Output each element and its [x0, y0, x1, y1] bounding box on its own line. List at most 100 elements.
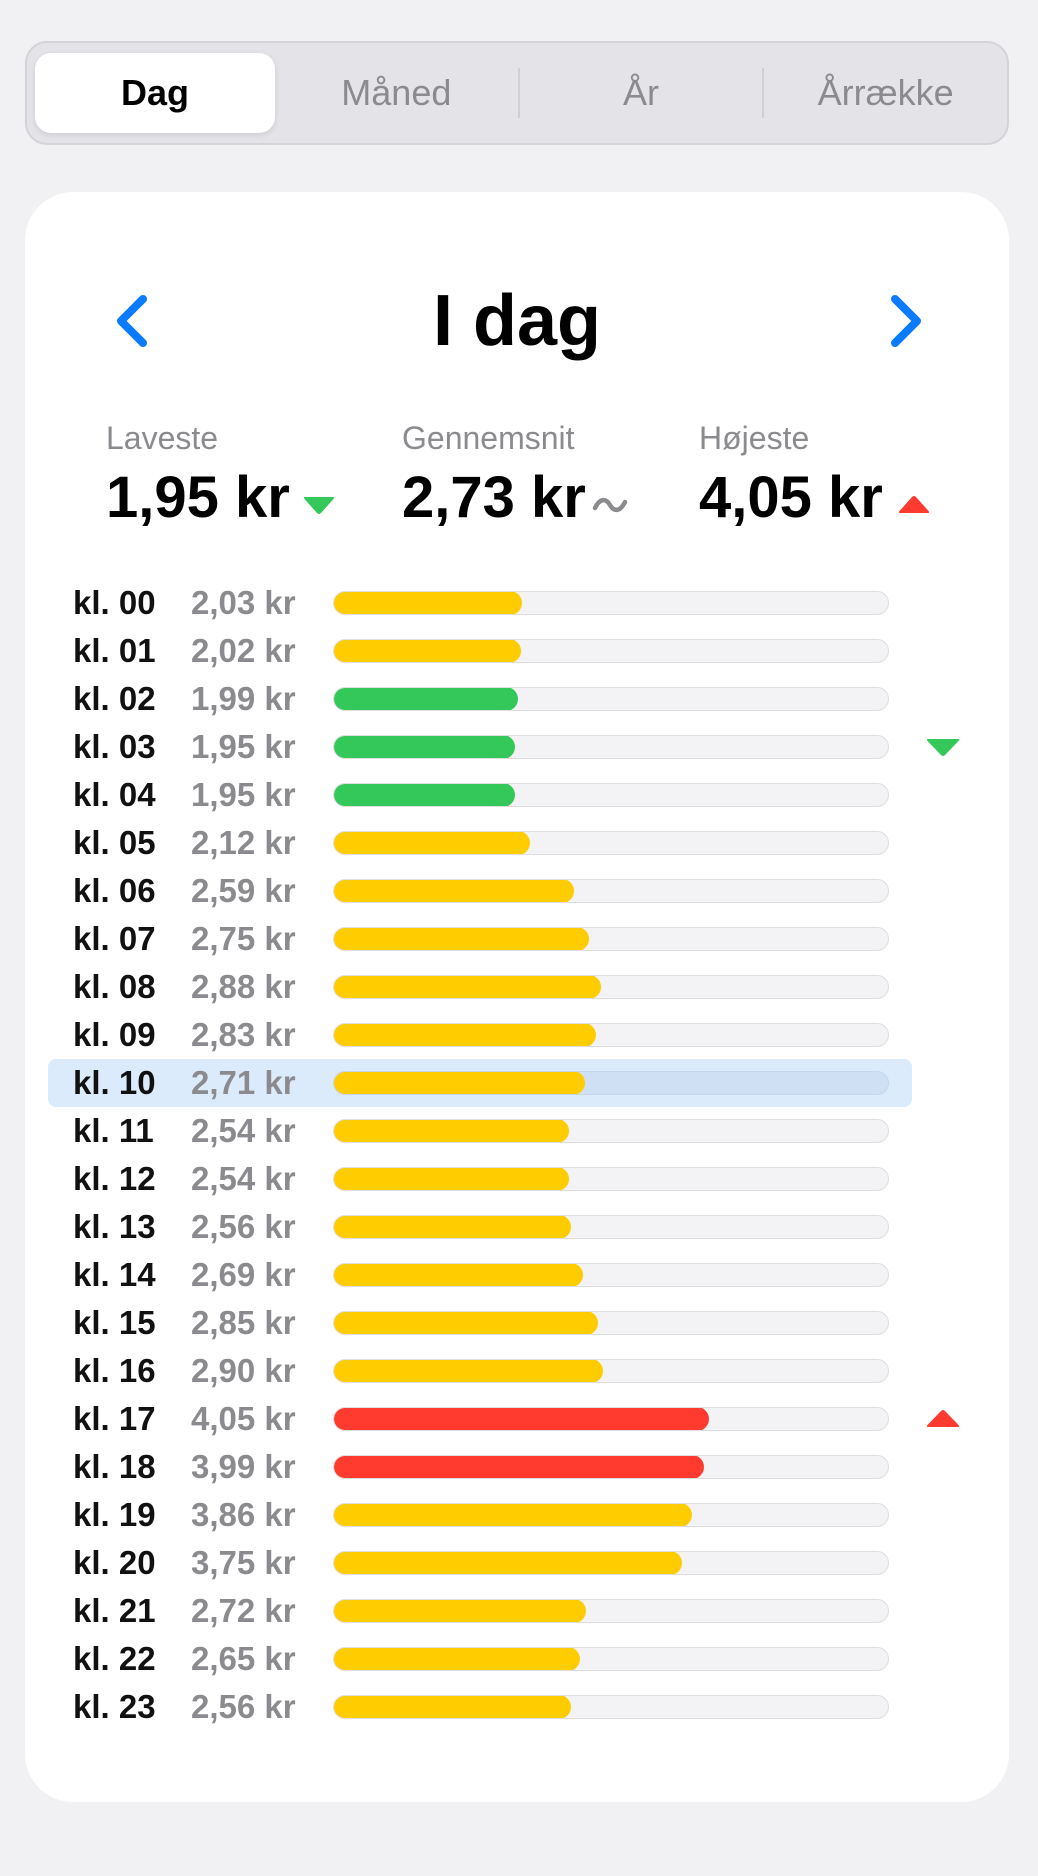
price-bar [334, 1600, 586, 1622]
hour-label: kl. 04 [73, 776, 156, 813]
lowest-label: Laveste [106, 420, 219, 456]
tab-year-range-label: Årrække [817, 72, 954, 113]
hour-label: kl. 10 [73, 1064, 156, 1101]
table-row: kl. 05 2,12 kr [25, 819, 1009, 867]
price-bar-track [333, 831, 889, 855]
table-row: kl. 17 4,05 kr [25, 1395, 1009, 1443]
price-label: 2,69 kr [191, 1256, 296, 1293]
hour-label: kl. 16 [73, 1352, 156, 1389]
price-bar-track [333, 879, 889, 903]
previous-day-button[interactable] [105, 291, 165, 351]
period-segmented-control: Dag Måned År Årrække [25, 41, 1009, 145]
table-row: kl. 00 2,03 kr [25, 579, 1009, 627]
price-bar [334, 1360, 603, 1382]
average-price-stat: Gennemsnit 2,73 kr [402, 418, 628, 538]
price-bar-track [333, 1023, 889, 1047]
table-row: kl. 02 1,99 kr [25, 675, 1009, 723]
table-row: kl. 13 2,56 kr [25, 1203, 1009, 1251]
price-bar [334, 1168, 569, 1190]
chevron-right-icon [891, 295, 921, 347]
price-card: I dag Laveste 1,95 kr Gennemsnit 2,73 kr [25, 192, 1009, 1802]
price-bar [334, 1504, 692, 1526]
price-bar-track [333, 1167, 889, 1191]
price-label: 2,54 kr [191, 1160, 296, 1197]
table-row: kl. 07 2,75 kr [25, 915, 1009, 963]
price-bar [334, 1552, 682, 1574]
price-label: 2,65 kr [191, 1640, 296, 1677]
price-label: 1,95 kr [191, 728, 296, 765]
price-bar [334, 592, 522, 614]
price-label: 2,72 kr [191, 1592, 296, 1629]
price-bar [334, 688, 518, 710]
hour-label: kl. 14 [73, 1256, 156, 1293]
average-label: Gennemsnit [402, 420, 575, 456]
down-triangle-icon [302, 458, 336, 538]
price-bar [334, 832, 530, 854]
date-navigation: I dag [25, 266, 1009, 376]
hour-label: kl. 02 [73, 680, 156, 717]
price-bar-track [333, 1551, 889, 1575]
price-bar-track [333, 1071, 889, 1095]
hour-label: kl. 22 [73, 1640, 156, 1677]
price-label: 3,99 kr [191, 1448, 296, 1485]
price-bar [334, 640, 521, 662]
price-label: 2,90 kr [191, 1352, 296, 1389]
price-bar [334, 1120, 569, 1142]
table-row: kl. 04 1,95 kr [25, 771, 1009, 819]
price-label: 2,12 kr [191, 824, 296, 861]
price-bar [334, 784, 515, 806]
hour-label: kl. 15 [73, 1304, 156, 1341]
price-label: 2,56 kr [191, 1208, 296, 1245]
price-label: 4,05 kr [191, 1400, 296, 1437]
tab-year-range[interactable]: Årrække [764, 53, 1007, 133]
price-bar-track [333, 783, 889, 807]
hour-label: kl. 08 [73, 968, 156, 1005]
hour-label: kl. 13 [73, 1208, 156, 1245]
hour-label: kl. 03 [73, 728, 156, 765]
price-bar-track [333, 1263, 889, 1287]
hour-label: kl. 11 [73, 1112, 154, 1149]
price-label: 2,54 kr [191, 1112, 296, 1149]
hour-label: kl. 00 [73, 584, 156, 621]
next-day-button[interactable] [873, 291, 933, 351]
table-row: kl. 12 2,54 kr [25, 1155, 1009, 1203]
hour-label: kl. 06 [73, 872, 156, 909]
price-bar-track [333, 1455, 889, 1479]
price-label: 1,99 kr [191, 680, 296, 717]
price-bar-track [333, 735, 889, 759]
tilde-icon [592, 458, 628, 538]
price-bar [334, 1456, 704, 1478]
price-bar [334, 976, 601, 998]
price-bar-track [333, 1215, 889, 1239]
table-row: kl. 03 1,95 kr [25, 723, 1009, 771]
tab-day-label: Dag [120, 72, 189, 113]
price-label: 2,85 kr [191, 1304, 296, 1341]
highest-value: 4,05 kr [699, 465, 883, 530]
hour-label: kl. 12 [73, 1160, 156, 1197]
hour-label: kl. 07 [73, 920, 156, 957]
table-row: kl. 23 2,56 kr [25, 1683, 1009, 1731]
table-row: kl. 08 2,88 kr [25, 963, 1009, 1011]
price-bar-track [333, 1407, 889, 1431]
table-row: kl. 22 2,65 kr [25, 1635, 1009, 1683]
hour-label: kl. 01 [73, 632, 156, 669]
table-row: kl. 09 2,83 kr [25, 1011, 1009, 1059]
price-bar-track [333, 1695, 889, 1719]
table-row: kl. 14 2,69 kr [25, 1251, 1009, 1299]
tab-year[interactable]: År [520, 53, 763, 133]
hour-label: kl. 09 [73, 1016, 156, 1053]
price-bar-track [333, 1503, 889, 1527]
price-bar [334, 736, 515, 758]
price-bar-track [333, 1359, 889, 1383]
table-row: kl. 21 2,72 kr [25, 1587, 1009, 1635]
highest-label: Højeste [699, 420, 810, 456]
price-bar [334, 1072, 585, 1094]
price-bar [334, 928, 589, 950]
tab-month[interactable]: Måned [275, 53, 518, 133]
price-bar-track [333, 591, 889, 615]
tab-day[interactable]: Dag [35, 53, 275, 133]
table-row: kl. 18 3,99 kr [25, 1443, 1009, 1491]
price-bar-track [333, 639, 889, 663]
table-row: kl. 11 2,54 kr [25, 1107, 1009, 1155]
table-row: kl. 06 2,59 kr [25, 867, 1009, 915]
